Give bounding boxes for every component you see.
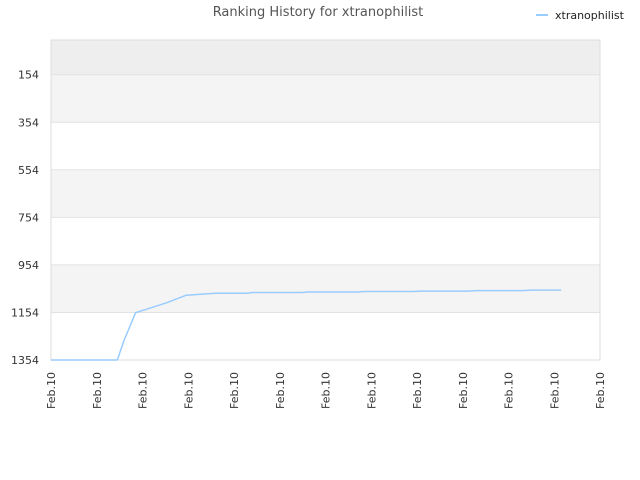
plot-band	[51, 40, 600, 75]
y-tick-label: 354	[18, 116, 39, 129]
gridlines	[51, 74, 600, 361]
y-tick-label: 754	[18, 211, 39, 224]
y-axis-ticks: 154 354 554 754 954 1154 1354	[11, 69, 39, 367]
x-tick-label: Feb.10	[137, 372, 150, 409]
plot-band	[51, 264, 600, 313]
x-tick-label: Feb.10	[91, 372, 104, 409]
x-tick-label: Feb.10	[182, 372, 195, 409]
legend-label: xtranophilist	[555, 9, 625, 22]
x-tick-label: Feb.10	[45, 372, 58, 409]
x-tick-label: Feb.10	[320, 372, 333, 409]
y-tick-label: 554	[18, 164, 39, 177]
series-layer	[51, 289, 562, 361]
x-tick-label: Feb.10	[594, 372, 607, 409]
x-axis-ticks: Feb.10 Feb.10 Feb.10 Feb.10 Feb.10 Feb.10 Feb.…	[45, 372, 607, 409]
x-tick-label: Feb.10	[457, 372, 470, 409]
x-tick-label: Feb.10	[365, 372, 378, 409]
x-tick-label: Feb.10	[548, 372, 561, 409]
plot-band	[51, 122, 600, 170]
legend[interactable]: xtranophilist	[536, 9, 625, 22]
x-tick-label: Feb.10	[411, 372, 424, 409]
plot-band	[51, 312, 600, 360]
y-tick-label: 1354	[11, 354, 39, 367]
plot-bands	[51, 40, 600, 360]
plot-border	[50, 39, 601, 361]
series-line-xtranophilist	[51, 289, 562, 361]
y-tick-label: 154	[18, 69, 39, 82]
x-tick-label: Feb.10	[503, 372, 516, 409]
plot-band	[51, 217, 600, 265]
y-tick-label: 1154	[11, 306, 39, 319]
y-tick-label: 954	[18, 259, 39, 272]
x-tick-label: Feb.10	[228, 372, 241, 409]
plot-band	[51, 74, 600, 123]
x-tick-label: Feb.10	[274, 372, 287, 409]
chart-title: Ranking History for xtranophilist	[213, 5, 424, 20]
plot-band	[51, 169, 600, 218]
